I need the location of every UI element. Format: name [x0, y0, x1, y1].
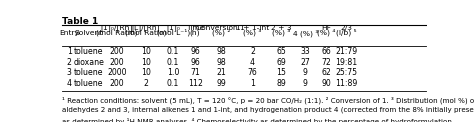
- Text: 0.1: 0.1: [167, 79, 179, 88]
- Text: as determined by ¹H NMR analyses. ⁴ Chemoselectivity as determined by the percen: as determined by ¹H NMR analyses. ⁴ Chem…: [62, 118, 452, 122]
- Text: (%) ³: (%) ³: [243, 29, 262, 36]
- Text: 19:81: 19:81: [335, 58, 357, 67]
- Text: Solvent: Solvent: [74, 30, 103, 36]
- Text: 71: 71: [190, 68, 200, 77]
- Text: 10: 10: [141, 47, 151, 56]
- Text: 0.1: 0.1: [167, 47, 179, 56]
- Text: 112: 112: [188, 79, 202, 88]
- Text: (mol Ratio): (mol Ratio): [96, 30, 137, 36]
- Text: 21:79: 21:79: [335, 47, 357, 56]
- Text: toluene: toluene: [74, 68, 103, 77]
- Text: 90: 90: [321, 79, 331, 88]
- Text: Entry: Entry: [59, 30, 79, 36]
- Text: 200: 200: [109, 47, 124, 56]
- Text: 33: 33: [301, 47, 310, 56]
- Text: ¹ Reaction conditions: solvent (5 mL), T = 120 °C, p = 20 bar CO/H₂ (1:1). ² Con: ¹ Reaction conditions: solvent (5 mL), T…: [62, 96, 474, 104]
- Text: 96: 96: [190, 58, 200, 67]
- Text: 2 + 3: 2 + 3: [271, 25, 291, 31]
- Text: (%) ²: (%) ²: [212, 29, 230, 36]
- Text: 2/3: 2/3: [340, 25, 352, 31]
- Text: 4: 4: [250, 58, 255, 67]
- Text: 1: 1: [250, 79, 255, 88]
- Text: 76: 76: [247, 68, 257, 77]
- Text: 25:75: 25:75: [335, 68, 357, 77]
- Text: 11:89: 11:89: [335, 79, 357, 88]
- Text: 9: 9: [303, 79, 308, 88]
- Text: 98: 98: [216, 58, 226, 67]
- Text: 27: 27: [301, 58, 310, 67]
- Text: aldehydes 2 and 3, internal alkenes 1 and 1-int, and hydrogenation product 4 (co: aldehydes 2 and 3, internal alkenes 1 an…: [62, 107, 474, 113]
- Text: 0.1: 0.1: [167, 58, 179, 67]
- Text: 1 + 1-int: 1 + 1-int: [236, 25, 269, 31]
- Text: toluene: toluene: [74, 79, 103, 88]
- Text: 15: 15: [276, 68, 286, 77]
- Text: 72: 72: [321, 58, 331, 67]
- Text: 21: 21: [216, 68, 226, 77]
- Text: 2000: 2000: [107, 68, 127, 77]
- Text: 66: 66: [321, 47, 331, 56]
- Text: (l/b) ⁵: (l/b) ⁵: [336, 29, 356, 36]
- Text: 89: 89: [276, 79, 286, 88]
- Text: Conversion 1: Conversion 1: [196, 25, 246, 31]
- Text: 4 (%) ³: 4 (%) ³: [292, 30, 318, 37]
- Text: 2: 2: [144, 79, 148, 88]
- Text: toluene: toluene: [74, 47, 103, 56]
- Text: 98: 98: [216, 47, 226, 56]
- Text: 10: 10: [141, 58, 151, 67]
- Text: 99: 99: [216, 79, 226, 88]
- Text: 9: 9: [303, 68, 308, 77]
- Text: dioxane: dioxane: [73, 58, 104, 67]
- Text: (%) ⁴: (%) ⁴: [317, 29, 335, 36]
- Text: (mol L⁻¹): (mol L⁻¹): [156, 29, 190, 36]
- Text: (mol Ratio): (mol Ratio): [126, 30, 167, 36]
- Text: HF: HF: [321, 25, 331, 31]
- Text: 1: 1: [67, 47, 72, 56]
- Text: (%) ³: (%) ³: [272, 29, 290, 36]
- Text: 62: 62: [321, 68, 331, 77]
- Text: Time: Time: [186, 25, 204, 31]
- Text: 2: 2: [250, 47, 255, 56]
- Text: 10: 10: [141, 68, 151, 77]
- Text: 96: 96: [190, 47, 200, 56]
- Text: [1]₀: [1]₀: [166, 24, 180, 31]
- Text: 4: 4: [67, 79, 72, 88]
- Text: [L]/[Rh]: [L]/[Rh]: [132, 24, 160, 31]
- Text: (h): (h): [190, 30, 201, 36]
- Text: Table 1: Table 1: [62, 17, 99, 26]
- Text: 200: 200: [109, 58, 124, 67]
- Text: 2: 2: [67, 58, 72, 67]
- Text: [1]₀/[Rh]: [1]₀/[Rh]: [100, 24, 133, 31]
- Text: 65: 65: [276, 47, 286, 56]
- Text: 1.0: 1.0: [167, 68, 179, 77]
- Text: 3: 3: [67, 68, 72, 77]
- Text: 69: 69: [276, 58, 286, 67]
- Text: 200: 200: [109, 79, 124, 88]
